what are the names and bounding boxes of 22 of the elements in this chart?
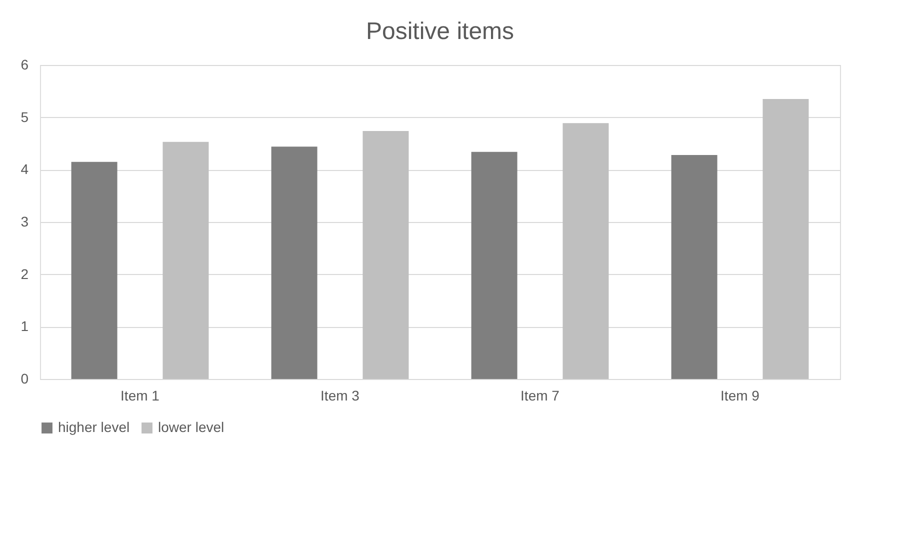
- y-tick-label: 6: [20, 56, 29, 72]
- legend-label: lower level: [158, 419, 224, 435]
- x-tick-label: Item 7: [520, 388, 560, 404]
- y-tick-label: 3: [20, 214, 29, 230]
- bar: [562, 123, 609, 379]
- bar: [362, 130, 409, 379]
- bar: [762, 99, 809, 379]
- bar: [162, 142, 209, 379]
- chart-title: Positive items: [366, 18, 514, 45]
- y-tick-label: 0: [20, 370, 29, 386]
- bar: [71, 162, 118, 379]
- x-tick-label: Item 9: [720, 388, 760, 404]
- bar: [671, 155, 718, 379]
- bar: [471, 152, 518, 379]
- legend-label: higher level: [58, 419, 130, 435]
- y-tick-label: 4: [20, 161, 29, 178]
- y-tick-label: 2: [20, 266, 29, 282]
- x-tick-label: Item 3: [320, 388, 360, 404]
- y-tick-label: 5: [20, 108, 29, 125]
- x-tick-label: Item 1: [120, 388, 160, 404]
- y-tick-label: 1: [20, 318, 29, 334]
- bar: [271, 146, 318, 379]
